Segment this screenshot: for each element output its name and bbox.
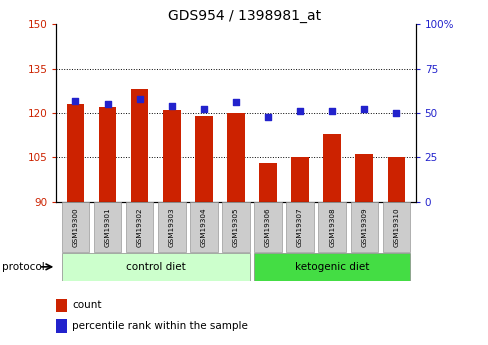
- Bar: [163, 110, 180, 202]
- FancyBboxPatch shape: [158, 202, 185, 252]
- Point: [71, 98, 79, 103]
- Text: GSM19306: GSM19306: [264, 207, 270, 247]
- Point: [231, 100, 239, 105]
- FancyBboxPatch shape: [350, 202, 377, 252]
- Text: GSM19301: GSM19301: [104, 207, 110, 247]
- Text: GSM19303: GSM19303: [168, 207, 174, 247]
- Text: percentile rank within the sample: percentile rank within the sample: [72, 321, 247, 331]
- Bar: [323, 134, 340, 202]
- Bar: [195, 116, 212, 202]
- Point: [264, 114, 271, 119]
- Bar: [291, 157, 308, 202]
- Bar: [259, 163, 276, 202]
- Point: [103, 101, 111, 107]
- Point: [327, 108, 335, 114]
- Text: GSM19304: GSM19304: [201, 207, 206, 247]
- Text: protocol: protocol: [2, 262, 45, 272]
- Text: GDS954 / 1398981_at: GDS954 / 1398981_at: [167, 9, 321, 23]
- FancyBboxPatch shape: [94, 202, 121, 252]
- Point: [392, 110, 400, 116]
- Bar: [226, 113, 244, 202]
- Text: GSM19302: GSM19302: [136, 207, 142, 247]
- Point: [167, 103, 175, 109]
- Text: count: count: [72, 300, 101, 310]
- Point: [200, 107, 207, 112]
- Point: [296, 108, 304, 114]
- Text: ketogenic diet: ketogenic diet: [294, 262, 368, 272]
- FancyBboxPatch shape: [382, 202, 409, 252]
- Point: [360, 107, 367, 112]
- Bar: [66, 104, 84, 202]
- FancyBboxPatch shape: [254, 253, 409, 281]
- Bar: [387, 157, 405, 202]
- FancyBboxPatch shape: [286, 202, 313, 252]
- Text: GSM19300: GSM19300: [72, 207, 79, 247]
- FancyBboxPatch shape: [61, 202, 89, 252]
- Bar: [131, 89, 148, 202]
- Text: GSM19309: GSM19309: [361, 207, 366, 247]
- Text: GSM19307: GSM19307: [297, 207, 303, 247]
- Bar: [355, 155, 372, 202]
- FancyBboxPatch shape: [254, 202, 281, 252]
- FancyBboxPatch shape: [318, 202, 346, 252]
- Text: control diet: control diet: [125, 262, 185, 272]
- Text: GSM19310: GSM19310: [392, 207, 399, 247]
- FancyBboxPatch shape: [190, 202, 217, 252]
- Point: [136, 96, 143, 101]
- Text: GSM19308: GSM19308: [328, 207, 335, 247]
- Text: GSM19305: GSM19305: [232, 207, 239, 247]
- FancyBboxPatch shape: [125, 202, 153, 252]
- FancyBboxPatch shape: [61, 253, 249, 281]
- Bar: [99, 107, 116, 202]
- FancyBboxPatch shape: [222, 202, 249, 252]
